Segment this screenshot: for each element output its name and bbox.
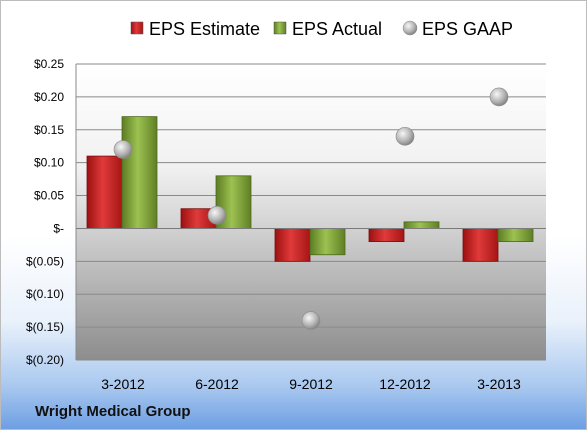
y-tick-label: $- xyxy=(53,221,64,235)
estimate-bar xyxy=(86,155,123,229)
y-tick-label: $(0.20) xyxy=(26,353,64,367)
gaap-marker xyxy=(395,127,415,146)
gaap-marker xyxy=(301,311,321,330)
y-tick-label: $(0.10) xyxy=(26,287,64,301)
estimate-legend-icon xyxy=(130,21,144,35)
estimate-bar xyxy=(274,228,311,262)
legend-label: EPS GAAP xyxy=(422,19,513,39)
x-category-label: 6-2012 xyxy=(195,376,239,392)
gaap-marker xyxy=(207,205,227,225)
actual-bar xyxy=(121,116,158,229)
actual-bar xyxy=(497,228,534,242)
actual-bar xyxy=(309,228,346,256)
gaap-marker xyxy=(113,140,133,159)
x-category-label: 3-2013 xyxy=(477,376,521,392)
y-tick-label: $0.25 xyxy=(34,57,64,71)
actual-bar xyxy=(403,221,440,229)
y-tick-label: $(0.05) xyxy=(26,254,64,268)
y-tick-label: $0.10 xyxy=(34,156,64,170)
x-category-label: 3-2012 xyxy=(101,376,145,392)
x-category-label: 9-2012 xyxy=(289,376,333,392)
y-tick-label: $(0.15) xyxy=(26,320,64,334)
legend-label: EPS Estimate xyxy=(149,19,260,39)
y-tick-label: $0.15 xyxy=(34,123,64,137)
x-category-label: 12-2012 xyxy=(379,376,431,392)
estimate-bar xyxy=(462,228,499,262)
gaap-marker xyxy=(489,87,509,107)
legend-label: EPS Actual xyxy=(292,19,382,39)
y-tick-label: $0.20 xyxy=(34,90,64,104)
actual-legend-icon xyxy=(273,21,287,35)
gaap-legend-icon xyxy=(402,20,418,36)
estimate-bar xyxy=(368,228,405,242)
y-tick-label: $0.05 xyxy=(34,189,64,203)
company-name: Wright Medical Group xyxy=(35,403,191,420)
